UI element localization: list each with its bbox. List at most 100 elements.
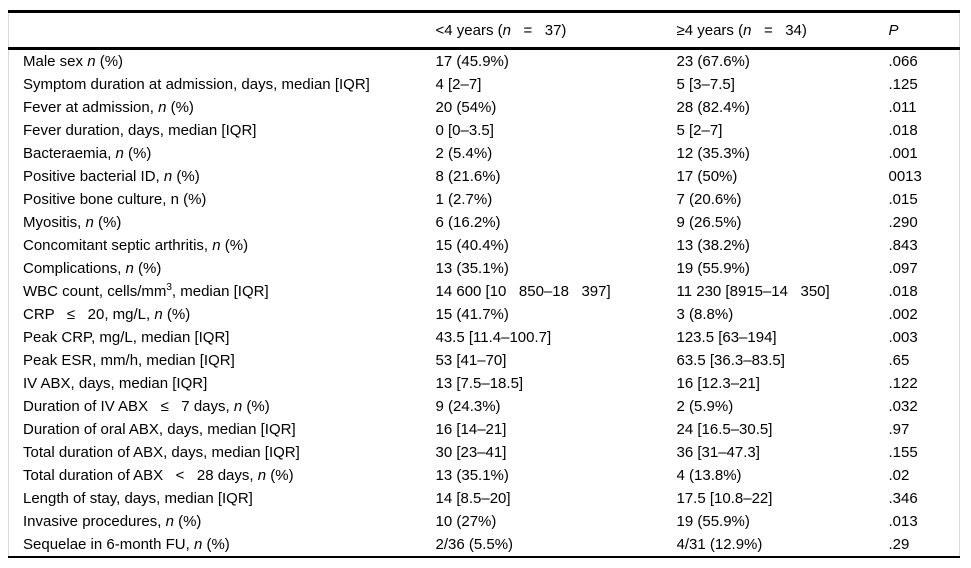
row-label: Complications, n (%) (23, 260, 162, 277)
cell-p: .066 (888, 53, 918, 70)
cell-group1: 43.5 [11.4–100.7] (435, 329, 552, 346)
table-row: Total duration of ABX < 28 days, n (%) 1… (9, 464, 960, 487)
cell-p: .125 (888, 76, 918, 93)
comparison-table-wrap: <4 years (n = 37) ≥4 years (n = 34) P Ma… (8, 10, 960, 558)
row-label: Bacteraemia, n (%) (23, 145, 152, 162)
cell-group1: 17 (45.9%) (435, 53, 509, 70)
cell-p: .155 (888, 444, 918, 461)
row-label: Duration of oral ABX, days, median [IQR] (23, 421, 296, 438)
table-row: WBC count, cells/mm3, median [IQR] 14 60… (9, 280, 960, 303)
cell-p: .97 (888, 421, 910, 438)
cell-group2: 17.5 [10.8–22] (676, 490, 773, 507)
row-label: Sequelae in 6-month FU, n (%) (23, 536, 230, 553)
table-row: Concomitant septic arthritis, n (%) 15 (… (9, 234, 960, 257)
table-row: Peak ESR, mm/h, median [IQR] 53 [41–70] … (9, 349, 960, 372)
row-label: Total duration of ABX < 28 days, n (%) (23, 467, 294, 484)
row-label: Total duration of ABX, days, median [IQR… (23, 444, 300, 461)
cell-group1: 15 (40.4%) (435, 237, 509, 254)
row-label: Fever duration, days, median [IQR] (23, 122, 257, 139)
column-header-p-value: P (888, 11, 960, 50)
cell-group1: 1 (2.7%) (435, 191, 493, 208)
cell-group2: 4 (13.8%) (676, 467, 742, 484)
row-label: Concomitant septic arthritis, n (%) (23, 237, 249, 254)
cell-p: .003 (888, 329, 918, 346)
cell-p: .002 (888, 306, 918, 323)
cell-p: .097 (888, 260, 918, 277)
cell-group2: 17 (50%) (676, 168, 738, 185)
table-row: Duration of IV ABX ≤ 7 days, n (%) 9 (24… (9, 395, 960, 418)
row-label: Positive bone culture, n (%) (23, 191, 207, 208)
cell-p: .346 (888, 490, 918, 507)
table-row: CRP ≤ 20, mg/L, n (%) 15 (41.7%) 3 (8.8%… (9, 303, 960, 326)
row-label: WBC count, cells/mm3, median [IQR] (23, 282, 269, 301)
cell-group1: 13 (35.1%) (435, 467, 509, 484)
cell-group2: 5 [2–7] (676, 122, 723, 139)
cell-group2: 11 230 [8915–14 350] (676, 283, 830, 300)
row-label: Invasive procedures, n (%) (23, 513, 202, 530)
cell-group2: 123.5 [63–194] (676, 329, 777, 346)
table-row: IV ABX, days, median [IQR] 13 [7.5–18.5]… (9, 372, 960, 395)
cell-group2: 4/31 (12.9%) (676, 536, 763, 553)
table-row: Peak CRP, mg/L, median [IQR] 43.5 [11.4–… (9, 326, 960, 349)
table-row: Positive bacterial ID, n (%) 8 (21.6%) 1… (9, 165, 960, 188)
cell-p: .013 (888, 513, 918, 530)
row-label: IV ABX, days, median [IQR] (23, 375, 208, 392)
cell-p: .02 (888, 467, 910, 484)
table-row: Symptom duration at admission, days, med… (9, 73, 960, 96)
cell-group2: 16 [12.3–21] (676, 375, 760, 392)
cell-group1: 10 (27%) (435, 513, 497, 530)
row-label: Length of stay, days, median [IQR] (23, 490, 253, 507)
cell-group2: 24 [16.5–30.5] (676, 421, 773, 438)
cell-group1: 2 (5.4%) (435, 145, 493, 162)
cell-group2: 5 [3–7.5] (676, 76, 735, 93)
cell-group1: 4 [2–7] (435, 76, 482, 93)
cell-p: .290 (888, 214, 918, 231)
row-label: Duration of IV ABX ≤ 7 days, n (%) (23, 398, 270, 415)
cell-group1: 13 (35.1%) (435, 260, 509, 277)
column-header-under-4-years: <4 years (n = 37) (435, 11, 677, 50)
table-row: Fever duration, days, median [IQR] 0 [0–… (9, 119, 960, 142)
cell-group2: 23 (67.6%) (676, 53, 750, 70)
column-header-empty (8, 11, 436, 50)
column-header-4-years-or-more: ≥4 years (n = 34) (676, 11, 889, 50)
cell-group2: 13 (38.2%) (676, 237, 750, 254)
cell-group1: 8 (21.6%) (435, 168, 501, 185)
cell-group1: 20 (54%) (435, 99, 497, 116)
table-row: Duration of oral ABX, days, median [IQR]… (9, 418, 960, 441)
cell-group1: 14 600 [10 850–18 397] (435, 283, 611, 300)
cell-group1: 9 (24.3%) (435, 398, 501, 415)
cell-group1: 2/36 (5.5%) (435, 536, 514, 553)
table-body: Male sex n (%) 17 (45.9%) 23 (67.6%) .06… (9, 49, 960, 558)
cell-p: .032 (888, 398, 918, 415)
cell-group1: 14 [8.5–20] (435, 490, 511, 507)
cell-group1: 16 [14–21] (435, 421, 507, 438)
cell-p: .29 (888, 536, 910, 553)
cell-p: .001 (888, 145, 918, 162)
table-row: Sequelae in 6-month FU, n (%) 2/36 (5.5%… (9, 533, 960, 557)
header-row: <4 years (n = 37) ≥4 years (n = 34) P (8, 11, 960, 50)
cell-group1: 15 (41.7%) (435, 306, 509, 323)
table-header: <4 years (n = 37) ≥4 years (n = 34) P (8, 11, 960, 50)
cell-group2: 2 (5.9%) (676, 398, 734, 415)
cell-p: .122 (888, 375, 918, 392)
row-label: Positive bacterial ID, n (%) (23, 168, 200, 185)
cell-p: 0013 (888, 168, 922, 185)
row-label: Peak CRP, mg/L, median [IQR] (23, 329, 230, 346)
cell-group1: 30 [23–41] (435, 444, 507, 461)
row-label: Male sex n (%) (23, 53, 124, 70)
table-row: Bacteraemia, n (%) 2 (5.4%) 12 (35.3%) .… (9, 142, 960, 165)
cell-p: .843 (888, 237, 918, 254)
row-label: Myositis, n (%) (23, 214, 122, 231)
cell-group2: 63.5 [36.3–83.5] (676, 352, 785, 369)
row-label: Peak ESR, mm/h, median [IQR] (23, 352, 235, 369)
row-label: Symptom duration at admission, days, med… (23, 76, 370, 93)
table-row: Myositis, n (%) 6 (16.2%) 9 (26.5%) .290 (9, 211, 960, 234)
cell-group2: 19 (55.9%) (676, 260, 750, 277)
cell-p: .65 (888, 352, 910, 369)
cell-group2: 3 (8.8%) (676, 306, 734, 323)
table-row: Positive bone culture, n (%) 1 (2.7%) 7 … (9, 188, 960, 211)
cell-group1: 6 (16.2%) (435, 214, 501, 231)
cell-group2: 36 [31–47.3] (676, 444, 760, 461)
table-row: Fever at admission, n (%) 20 (54%) 28 (8… (9, 96, 960, 119)
cell-group1: 53 [41–70] (435, 352, 507, 369)
